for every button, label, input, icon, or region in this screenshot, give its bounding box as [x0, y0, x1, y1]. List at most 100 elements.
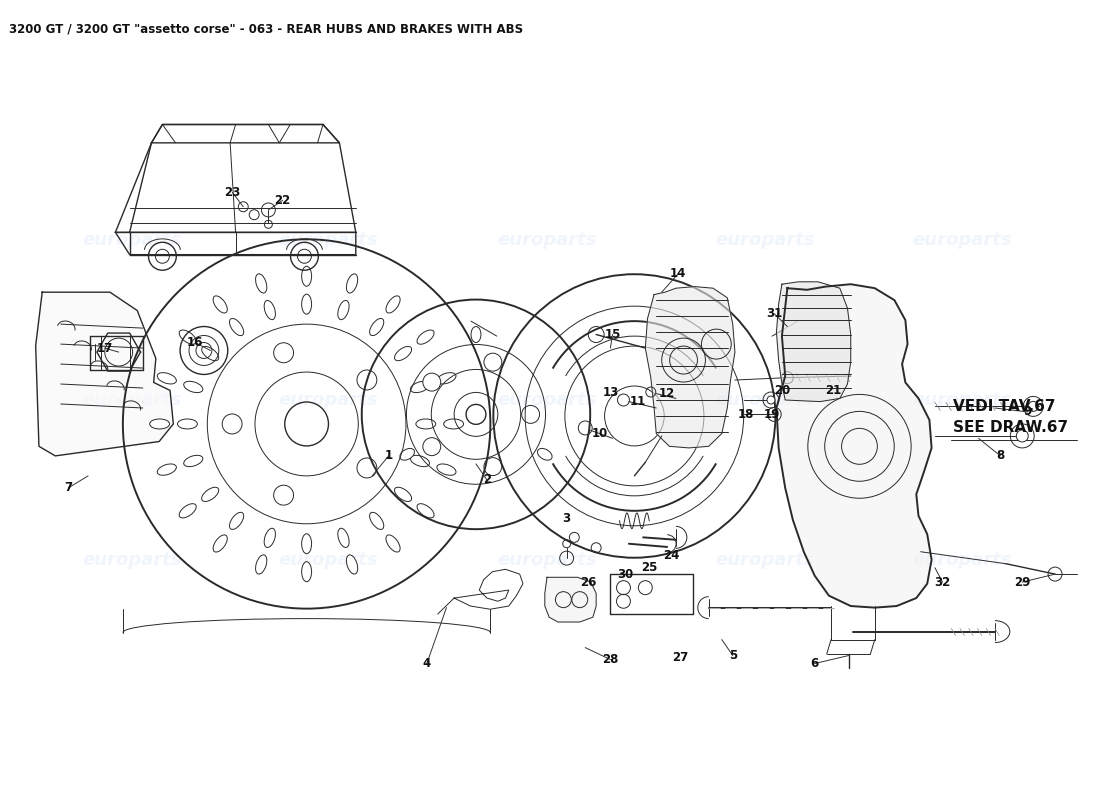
Ellipse shape — [301, 534, 311, 554]
Circle shape — [767, 396, 775, 404]
Ellipse shape — [179, 330, 196, 344]
Circle shape — [422, 373, 441, 391]
Text: 19: 19 — [763, 408, 780, 421]
Circle shape — [222, 414, 242, 434]
Ellipse shape — [301, 294, 311, 314]
Ellipse shape — [437, 373, 456, 384]
Ellipse shape — [410, 382, 430, 393]
Text: 14: 14 — [670, 267, 686, 280]
Ellipse shape — [150, 419, 169, 429]
Ellipse shape — [230, 512, 244, 530]
Text: 10: 10 — [592, 427, 607, 440]
Text: 3200 GT / 3200 GT "assetto corse" - 063 - REAR HUBS AND BRAKES WITH ABS: 3200 GT / 3200 GT "assetto corse" - 063 … — [9, 22, 522, 36]
Text: 17: 17 — [97, 342, 112, 354]
Text: 12: 12 — [659, 387, 675, 400]
Ellipse shape — [395, 346, 411, 361]
Ellipse shape — [338, 301, 349, 320]
Polygon shape — [646, 286, 735, 448]
Ellipse shape — [471, 326, 481, 342]
Text: europarts: europarts — [716, 550, 815, 569]
Ellipse shape — [201, 487, 219, 502]
Text: 20: 20 — [773, 384, 790, 397]
Ellipse shape — [399, 449, 415, 460]
Ellipse shape — [395, 487, 411, 502]
Ellipse shape — [184, 382, 202, 393]
Text: 9: 9 — [1024, 406, 1032, 418]
Circle shape — [358, 458, 377, 478]
Text: 7: 7 — [65, 482, 73, 494]
Ellipse shape — [370, 512, 384, 530]
Polygon shape — [544, 578, 596, 622]
Text: 24: 24 — [663, 550, 680, 562]
Circle shape — [484, 458, 502, 475]
Circle shape — [1016, 430, 1028, 442]
Text: 31: 31 — [766, 307, 782, 320]
Text: 5: 5 — [728, 649, 737, 662]
Ellipse shape — [338, 528, 349, 547]
Text: 2: 2 — [483, 474, 491, 486]
Text: 26: 26 — [581, 575, 596, 589]
Text: 21: 21 — [825, 384, 842, 397]
Ellipse shape — [179, 504, 196, 518]
Text: 11: 11 — [629, 395, 646, 408]
Text: 1: 1 — [385, 450, 393, 462]
Ellipse shape — [213, 535, 228, 552]
Text: europarts: europarts — [912, 231, 1012, 250]
Ellipse shape — [157, 464, 176, 475]
Circle shape — [422, 438, 441, 456]
Ellipse shape — [410, 455, 430, 466]
Polygon shape — [35, 292, 174, 456]
Text: europarts: europarts — [716, 231, 815, 250]
Circle shape — [466, 404, 486, 424]
Text: 16: 16 — [187, 336, 204, 349]
Text: 6: 6 — [811, 657, 818, 670]
Text: europarts: europarts — [912, 391, 1012, 409]
Ellipse shape — [386, 535, 400, 552]
Text: europarts: europarts — [82, 231, 182, 250]
Circle shape — [521, 406, 539, 423]
Ellipse shape — [255, 555, 267, 574]
Circle shape — [274, 342, 294, 362]
Text: 25: 25 — [641, 562, 658, 574]
Ellipse shape — [538, 449, 552, 460]
Ellipse shape — [386, 296, 400, 313]
Circle shape — [1028, 402, 1038, 411]
Ellipse shape — [301, 562, 311, 582]
Text: europarts: europarts — [278, 391, 378, 409]
Circle shape — [484, 353, 502, 371]
Text: europarts: europarts — [497, 231, 597, 250]
Text: 15: 15 — [604, 328, 620, 341]
Ellipse shape — [417, 504, 434, 518]
Text: 32: 32 — [934, 575, 950, 589]
Circle shape — [358, 370, 377, 390]
Polygon shape — [777, 284, 932, 608]
Ellipse shape — [157, 373, 176, 384]
Ellipse shape — [264, 301, 275, 320]
Polygon shape — [777, 282, 850, 402]
Ellipse shape — [213, 296, 228, 313]
Text: 30: 30 — [617, 567, 634, 581]
Text: VEDI TAV.67: VEDI TAV.67 — [954, 399, 1056, 414]
Text: europarts: europarts — [497, 550, 597, 569]
Text: 8: 8 — [997, 450, 1004, 462]
Ellipse shape — [255, 274, 267, 293]
Ellipse shape — [264, 528, 275, 547]
Ellipse shape — [443, 419, 463, 429]
Ellipse shape — [416, 419, 436, 429]
Text: 18: 18 — [738, 408, 754, 421]
Ellipse shape — [184, 455, 202, 466]
Text: 4: 4 — [422, 657, 431, 670]
Ellipse shape — [437, 464, 456, 475]
Text: europarts: europarts — [912, 550, 1012, 569]
Text: 22: 22 — [275, 194, 290, 207]
Text: europarts: europarts — [82, 391, 182, 409]
Text: 28: 28 — [602, 653, 618, 666]
Ellipse shape — [417, 330, 434, 344]
Text: SEE DRAW.67: SEE DRAW.67 — [954, 421, 1068, 435]
Ellipse shape — [346, 274, 358, 293]
Text: europarts: europarts — [497, 391, 597, 409]
Circle shape — [274, 485, 294, 505]
Text: 13: 13 — [602, 386, 618, 398]
Ellipse shape — [201, 346, 219, 361]
Text: europarts: europarts — [82, 550, 182, 569]
